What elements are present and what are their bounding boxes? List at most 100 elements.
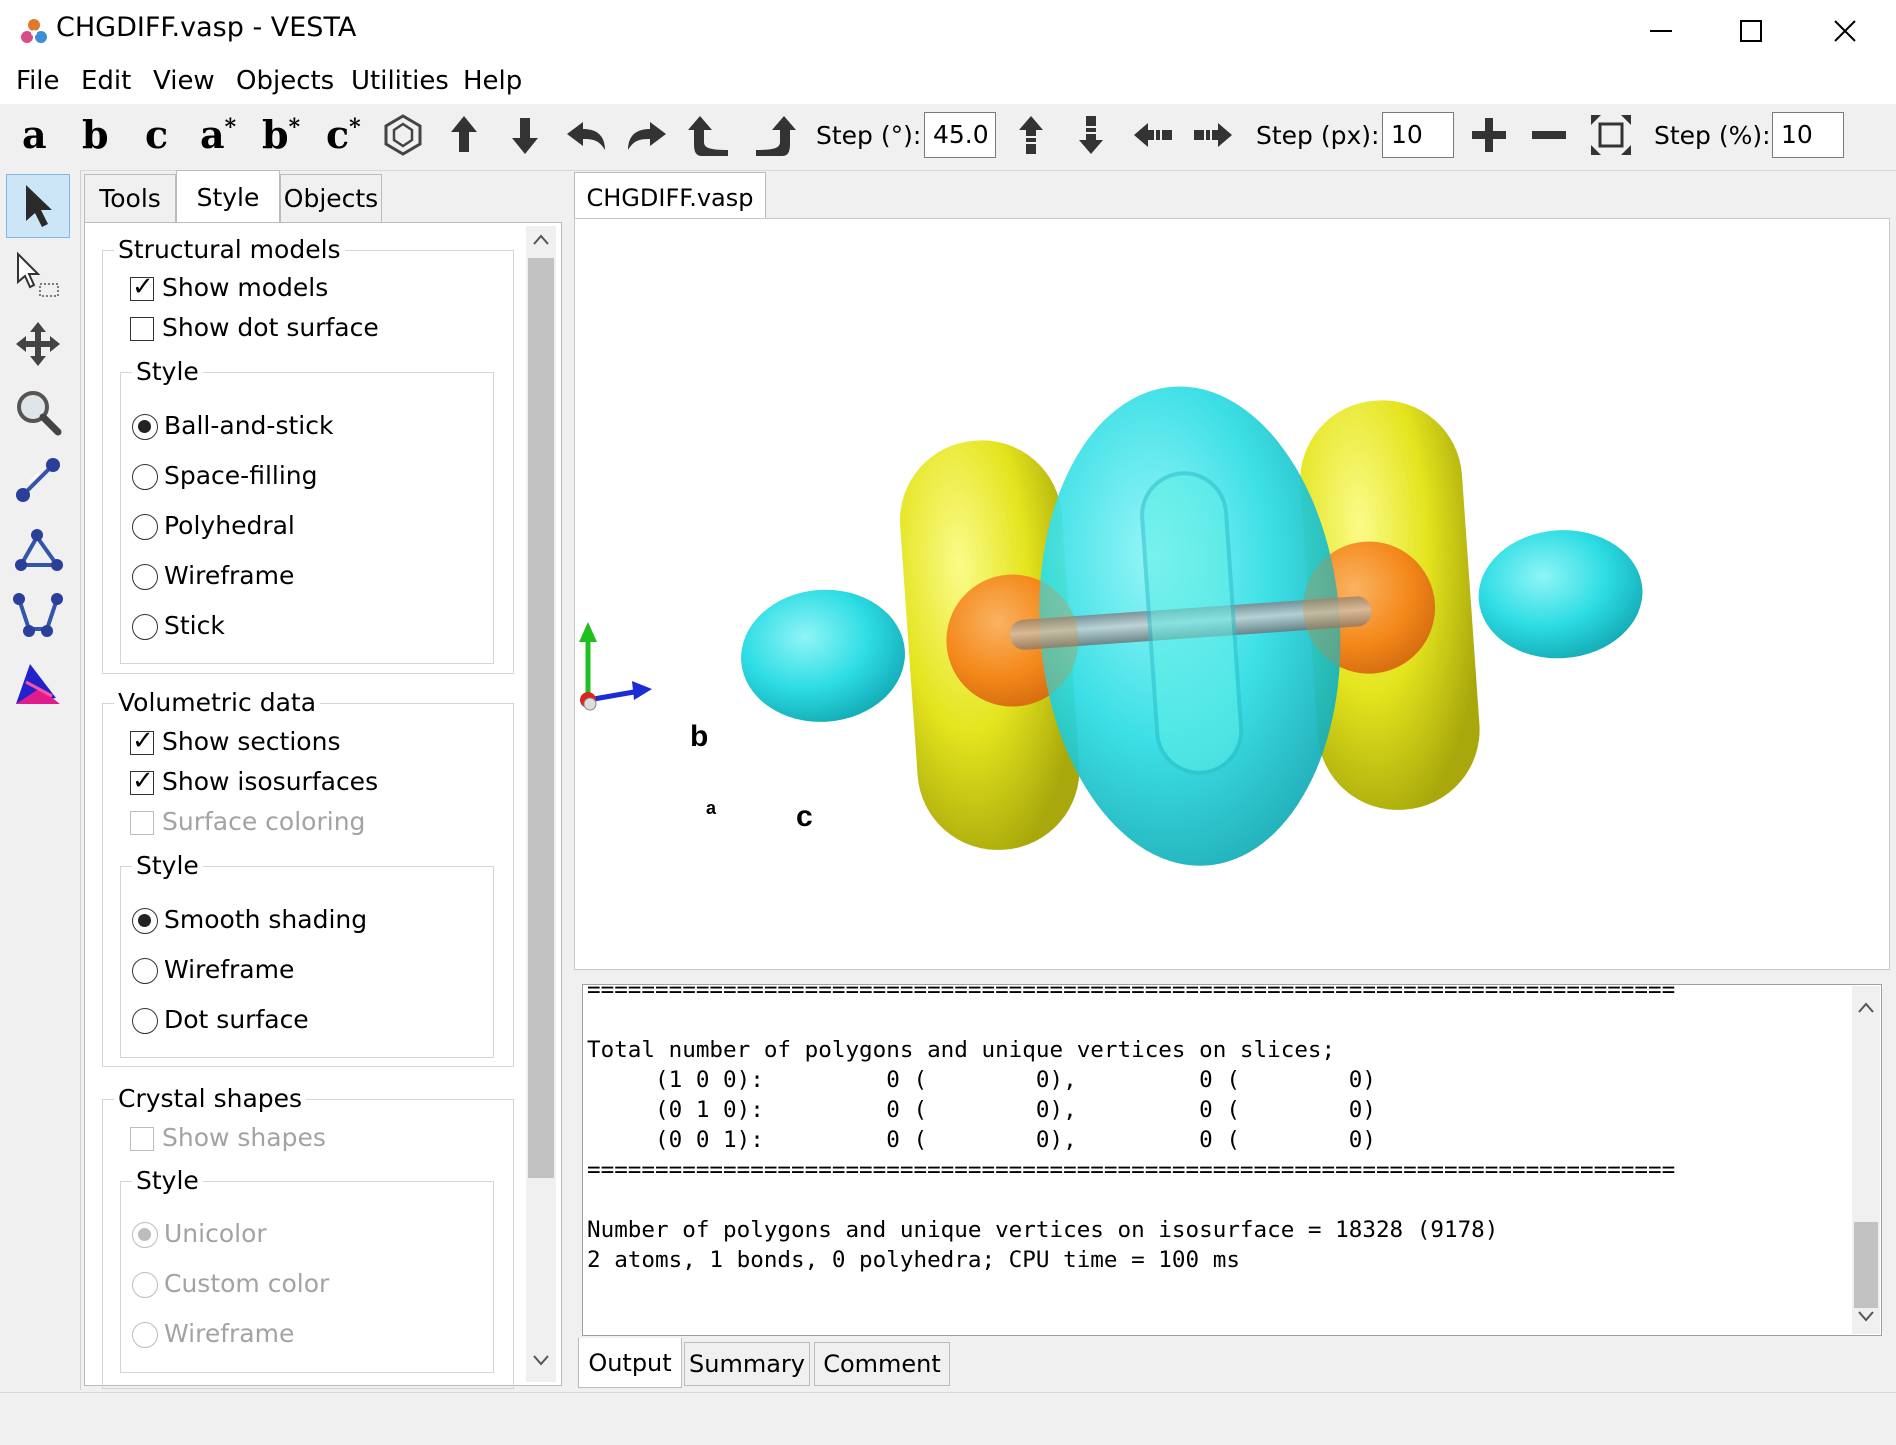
dihedral-tool-button[interactable] [6,584,70,648]
zoom-in-icon[interactable] [1466,112,1512,158]
show-models-checkbox[interactable] [130,272,154,302]
lattice-plane-icon [16,664,60,704]
move-up-icon[interactable] [1008,112,1054,158]
close-button[interactable] [1800,0,1890,62]
ball-and-stick-radio[interactable] [132,414,158,440]
stick-label: Stick [164,611,225,640]
unicolor-label: Unicolor [164,1219,267,1248]
axis-a-label: a [706,798,717,818]
crystal-style-group [120,1181,494,1373]
wireframe-radio[interactable] [132,564,158,590]
show-isosurfaces-checkbox[interactable] [130,766,154,796]
atom-left-overlay [946,574,1079,707]
output-scroll-down-icon[interactable] [1857,1310,1875,1324]
status-bar [0,1392,1896,1445]
custom-color-label: Custom color [164,1269,330,1298]
maximize-button[interactable] [1706,0,1796,62]
view-along-b-button[interactable]: b [82,112,109,157]
menu-file[interactable]: File [16,66,60,96]
tab-tools[interactable]: Tools [84,174,176,222]
move-left-icon[interactable] [1130,112,1176,158]
structural-style-group [120,372,494,664]
crystal-wireframe-radio[interactable] [132,1322,158,1348]
window-title: CHGDIFF.vasp - VESTA [56,12,357,43]
region-select-tool-button[interactable] [6,244,70,308]
structural-models-title: Structural models [114,235,345,264]
polyhedral-radio[interactable] [132,514,158,540]
surface-coloring-checkbox[interactable] [130,811,154,835]
show-sections-checkbox[interactable] [130,726,154,756]
dot-surface-radio[interactable] [132,1008,158,1034]
view-along-a-button[interactable]: a [22,112,47,157]
crystal-style-title: Style [132,1166,203,1195]
volumetric-style-group [120,866,494,1058]
tab-comment[interactable]: Comment [814,1342,950,1386]
show-isosurfaces-label: Show isosurfaces [162,767,379,796]
view-along-a-star-button[interactable]: a* [200,112,237,157]
output-log: ========================================… [587,984,1676,1273]
cyan-lobe-left [741,589,905,722]
plane-tool-button[interactable] [6,652,70,716]
style-panel-scroll-thumb[interactable] [528,258,554,1178]
step-percent-input[interactable]: 10 [1772,112,1844,158]
rotate-up-icon[interactable] [441,112,487,158]
volumetric-style-title: Style [132,851,203,880]
step-pixel-input[interactable]: 10 [1382,112,1454,158]
smooth-shading-radio[interactable] [132,908,158,934]
rotate-down-icon[interactable] [502,112,548,158]
step-degree-label: Step (°): [816,121,922,150]
move-right-icon[interactable] [1190,112,1236,158]
unicolor-radio[interactable] [132,1222,158,1248]
move-down-icon[interactable] [1068,112,1114,158]
tab-output[interactable]: Output [578,1338,682,1388]
smooth-shading-label: Smooth shading [164,905,368,934]
view-along-c-button[interactable]: c [145,112,169,157]
menu-view[interactable]: View [153,66,215,96]
output-console[interactable]: ========================================… [582,984,1882,1336]
tab-objects[interactable]: Objects [280,174,382,222]
scroll-down-chevron-icon[interactable] [532,1354,550,1368]
custom-color-radio[interactable] [132,1272,158,1298]
view-along-b-star-button[interactable]: b* [262,112,301,157]
polyhedral-label: Polyhedral [164,511,295,540]
show-shapes-checkbox[interactable] [130,1127,154,1151]
stick-radio[interactable] [132,614,158,640]
inner-isosurface [1140,471,1244,775]
document-tab[interactable]: CHGDIFF.vasp [574,172,766,222]
show-shapes-label: Show shapes [162,1123,326,1152]
step-degree-input[interactable]: 45.0 [924,112,996,158]
rotate-right-icon[interactable] [624,112,670,158]
magnifier-icon [17,391,62,436]
magnify-tool-button[interactable] [6,380,70,444]
polyhedron-view-icon[interactable] [380,112,426,158]
view-along-c-star-button[interactable]: c* [326,112,361,157]
output-scroll-up-icon[interactable] [1857,1000,1875,1014]
tool-sidebar [0,170,81,1390]
volumetric-wireframe-radio[interactable] [132,958,158,984]
cyan-lobe-right [1478,530,1643,659]
isosurface-render[interactable] [574,218,1890,970]
select-tool-button[interactable] [6,174,70,238]
step-percent-label: Step (%): [1654,121,1771,150]
show-dot-surface-checkbox[interactable] [130,317,154,341]
distance-tool-button[interactable] [6,448,70,512]
angle-tool-button[interactable] [6,516,70,580]
crystal-shapes-title: Crystal shapes [114,1084,307,1113]
tab-summary[interactable]: Summary [684,1342,810,1386]
rotate-cw-icon[interactable] [750,112,796,158]
menu-objects[interactable]: Objects [236,66,335,96]
tab-style[interactable]: Style [176,170,280,224]
rotate-ccw-icon[interactable] [688,112,734,158]
scroll-up-chevron-icon[interactable] [532,232,550,246]
minimize-button[interactable] [1616,0,1706,62]
menu-edit[interactable]: Edit [81,66,132,96]
menu-utilities[interactable]: Utilities [351,66,449,96]
fit-to-screen-icon[interactable] [1588,112,1634,158]
menu-help[interactable]: Help [463,66,523,96]
rotate-left-icon[interactable] [563,112,609,158]
space-filling-radio[interactable] [132,464,158,490]
vesta-app-icon [21,19,47,43]
zoom-out-icon[interactable] [1526,112,1572,158]
translate-tool-button[interactable] [6,312,70,376]
output-scroll-thumb[interactable] [1854,1222,1878,1308]
